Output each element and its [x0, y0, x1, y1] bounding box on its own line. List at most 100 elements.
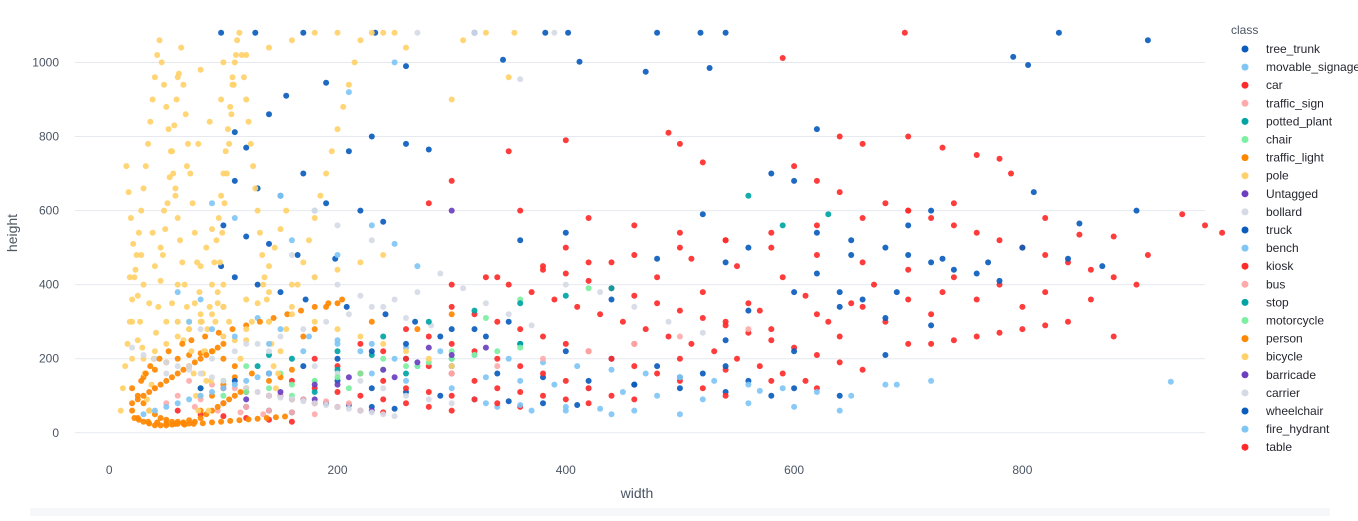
data-point	[403, 378, 409, 384]
legend-item[interactable]: barricade	[1242, 368, 1317, 382]
legend-item[interactable]: tree_trunk	[1242, 42, 1322, 56]
data-point	[951, 222, 957, 228]
data-point	[860, 141, 866, 147]
data-point	[529, 322, 535, 328]
data-point	[517, 326, 523, 332]
data-point	[563, 282, 569, 288]
data-point	[780, 274, 786, 280]
legend-item[interactable]: kiosk	[1242, 259, 1295, 273]
legend-item[interactable]: fire_hydrant	[1242, 422, 1331, 436]
data-point	[517, 345, 523, 351]
data-point	[175, 371, 181, 377]
bottom-strip	[30, 508, 1330, 516]
data-point	[437, 348, 443, 354]
legend-item[interactable]: carrier	[1242, 386, 1301, 400]
data-point	[707, 65, 713, 71]
data-point	[517, 208, 523, 214]
data-point	[392, 30, 398, 36]
data-point	[266, 289, 272, 295]
data-point	[974, 334, 980, 340]
data-point	[1042, 289, 1048, 295]
data-point	[278, 326, 284, 332]
data-point	[335, 348, 341, 354]
data-point	[175, 408, 181, 414]
data-point	[1008, 171, 1014, 177]
data-point	[289, 382, 295, 388]
data-point	[449, 352, 455, 358]
data-point	[483, 30, 489, 36]
data-point	[198, 67, 204, 73]
data-point	[283, 208, 289, 214]
legend-marker	[1242, 64, 1249, 71]
legend-item[interactable]: movable_signage	[1242, 60, 1358, 74]
data-point	[289, 396, 295, 402]
legend-item[interactable]: chair	[1242, 133, 1293, 147]
data-point	[860, 215, 866, 221]
data-point	[232, 363, 238, 369]
legend-label: motorcycle	[1266, 314, 1324, 328]
data-point	[218, 97, 224, 103]
legend-item[interactable]: traffic_light	[1242, 151, 1325, 165]
data-point	[175, 282, 181, 288]
data-point	[494, 371, 500, 377]
series-traffic_sign	[152, 378, 352, 417]
data-point	[586, 215, 592, 221]
legend-item[interactable]: truck	[1242, 223, 1294, 237]
data-point	[631, 222, 637, 228]
data-point	[266, 385, 272, 391]
legend-item[interactable]: potted_plant	[1242, 114, 1333, 128]
data-point	[154, 52, 160, 58]
legend-item[interactable]: bollard	[1242, 205, 1303, 219]
legend-item[interactable]: Untagged	[1242, 187, 1319, 201]
data-point	[215, 300, 221, 306]
data-point	[203, 352, 209, 358]
legend-item[interactable]: wheelchair	[1242, 404, 1324, 418]
data-point	[745, 245, 751, 251]
data-point	[198, 415, 204, 421]
data-point	[414, 263, 420, 269]
data-point	[300, 326, 306, 332]
data-point	[249, 371, 255, 377]
legend-item[interactable]: stop	[1242, 295, 1290, 309]
data-point	[141, 352, 147, 358]
data-point	[768, 230, 774, 236]
data-point	[1042, 322, 1048, 328]
legend-item[interactable]: car	[1242, 78, 1283, 92]
legend-item[interactable]: bench	[1242, 241, 1299, 255]
data-point	[814, 252, 820, 258]
data-point	[255, 363, 261, 369]
data-point	[306, 237, 312, 243]
legend-marker	[1242, 100, 1249, 107]
data-point	[300, 334, 306, 340]
data-point	[631, 408, 637, 414]
data-point	[369, 385, 375, 391]
data-point	[403, 341, 409, 347]
data-point	[529, 408, 535, 414]
data-point	[169, 374, 175, 380]
data-point	[380, 219, 386, 225]
data-point	[449, 178, 455, 184]
data-point	[172, 185, 178, 191]
data-point	[483, 374, 489, 380]
legend-item[interactable]: person	[1242, 332, 1303, 346]
data-point	[951, 337, 957, 343]
legend-item[interactable]: traffic_sign	[1242, 96, 1324, 110]
data-point	[940, 289, 946, 295]
data-point	[211, 259, 217, 265]
data-point	[198, 311, 204, 317]
legend-item[interactable]: bus	[1242, 277, 1286, 291]
data-point	[449, 408, 455, 414]
legend[interactable]: class tree_trunkmovable_signagecartraffi…	[1231, 23, 1358, 454]
data-point	[300, 398, 306, 404]
data-point	[160, 252, 166, 258]
data-point	[563, 137, 569, 143]
legend-item[interactable]: motorcycle	[1242, 314, 1325, 328]
data-point	[272, 245, 278, 251]
data-point	[357, 37, 363, 43]
data-point	[243, 234, 249, 240]
data-point	[494, 274, 500, 280]
legend-item[interactable]: table	[1242, 440, 1293, 454]
legend-item[interactable]: bicycle	[1242, 350, 1304, 364]
legend-item[interactable]: pole	[1242, 169, 1290, 183]
